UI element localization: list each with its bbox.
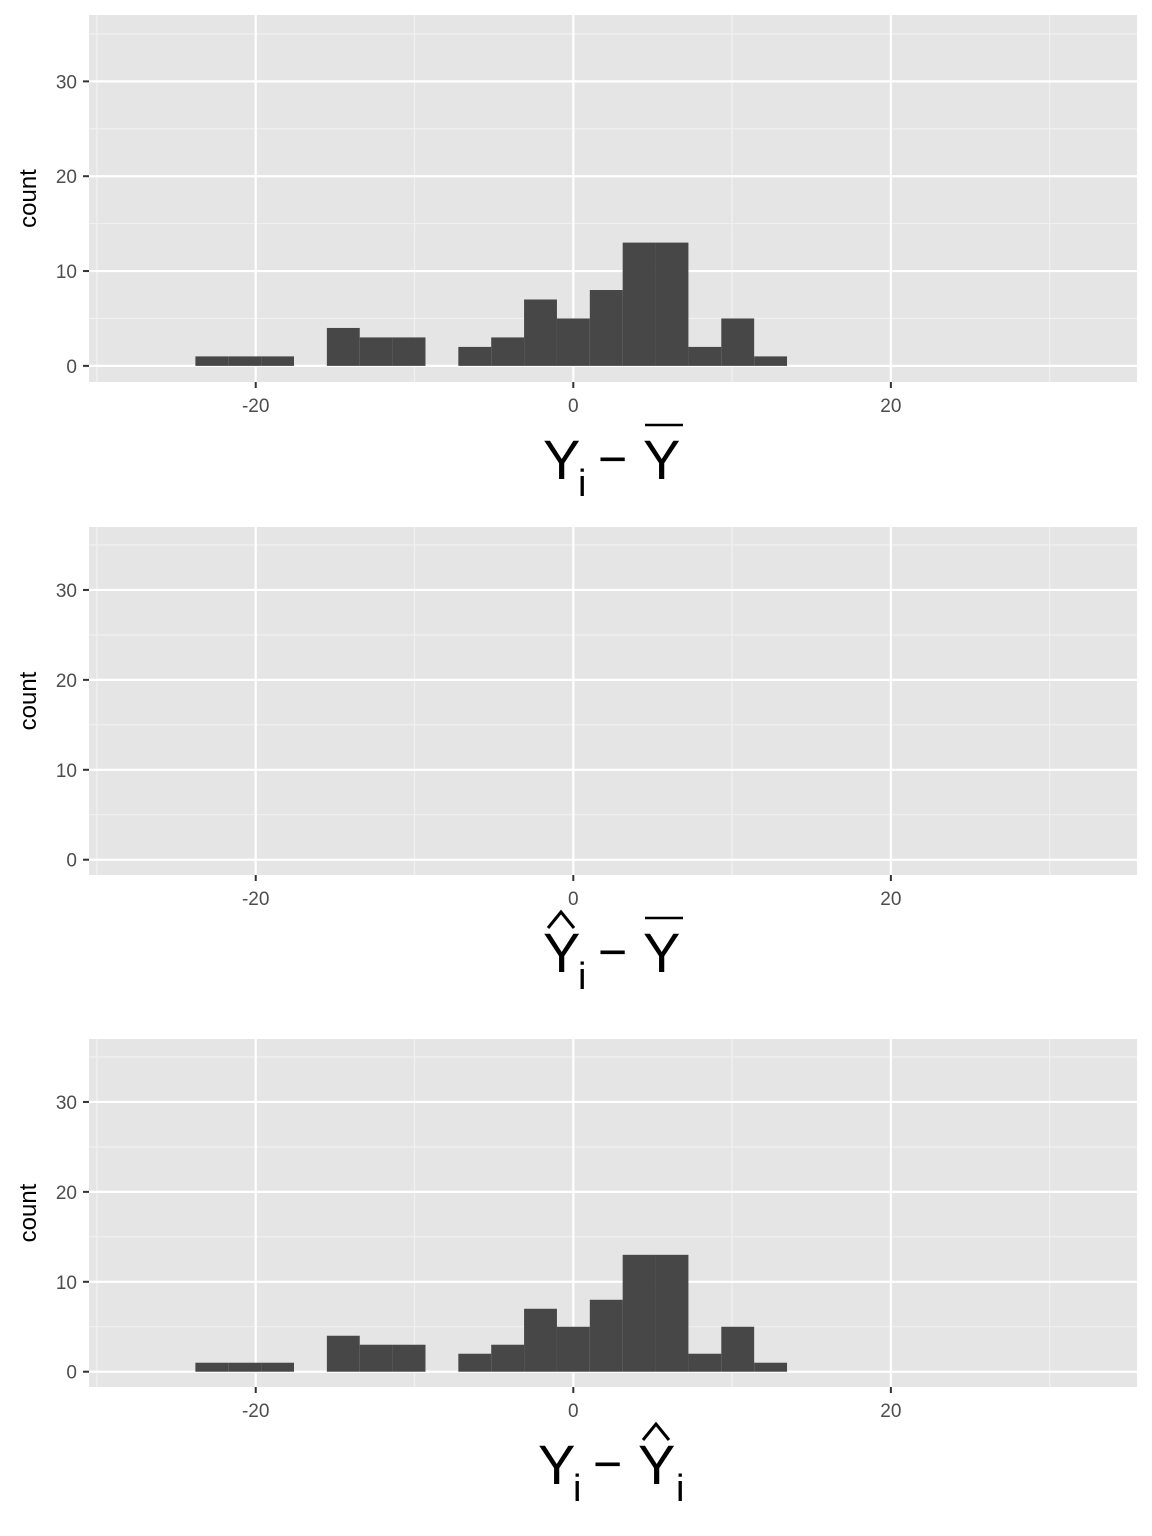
histogram-bar	[195, 356, 229, 366]
x-axis-title: Yi − Y	[543, 909, 683, 998]
histogram-bar	[556, 1326, 590, 1372]
y-tick-label: 20	[56, 671, 77, 692]
histogram-bar	[754, 1362, 788, 1372]
histogram-bar	[688, 346, 722, 366]
histogram-bar	[359, 1344, 393, 1372]
x-title-lhs-subscript: i	[578, 956, 586, 998]
x-tick-label: -20	[242, 889, 269, 910]
y-axis-title: count	[15, 1183, 42, 1242]
x-title-lhs-symbol: Y	[543, 428, 580, 491]
y-tick-label: 20	[56, 167, 77, 188]
histogram-bar	[655, 242, 689, 366]
x-tick-label: 20	[880, 1401, 901, 1422]
x-tick-label: 20	[880, 889, 901, 910]
histogram-bar	[392, 337, 426, 366]
x-title-operator: −	[598, 924, 627, 980]
y-axis-title: count	[15, 671, 42, 730]
histogram-bar	[556, 318, 590, 366]
histogram-bar	[261, 356, 294, 366]
histogram-bar	[688, 1353, 722, 1372]
x-tick-label: 0	[568, 1401, 579, 1422]
histogram-bar	[622, 242, 656, 366]
histogram-bar	[721, 318, 755, 366]
histogram-bar	[458, 346, 492, 366]
y-tick-label: 0	[66, 357, 77, 378]
y-tick-label: 30	[56, 72, 77, 93]
histogram-bar	[655, 1254, 689, 1372]
y-tick-label: 10	[56, 1273, 77, 1294]
histogram-bar	[359, 337, 393, 366]
histogram-panel-2: -20 0 20 0 10 20 30 count Yi − Y	[15, 527, 1137, 998]
x-title-operator: −	[593, 1436, 622, 1492]
histogram-bar	[524, 1308, 557, 1372]
x-title-rhs-symbol: Y	[643, 428, 680, 491]
y-axis-title: count	[15, 169, 42, 228]
x-title-rhs-symbol: Y	[643, 921, 680, 984]
histogram-bar	[228, 1362, 262, 1372]
x-title-lhs-symbol: Y	[538, 1433, 575, 1496]
x-title-lhs-subscript: i	[578, 463, 586, 505]
histogram-bar	[458, 1353, 492, 1372]
histogram-bar	[589, 1299, 623, 1372]
histogram-bar	[195, 1362, 229, 1372]
x-tick-label: -20	[242, 1401, 269, 1422]
histogram-bar	[261, 1362, 294, 1372]
x-axis-title: Yi − Y	[543, 423, 683, 505]
x-title-rhs-symbol: Y	[638, 1433, 675, 1496]
histogram-bar	[392, 1344, 426, 1372]
x-title-lhs-symbol: Y	[543, 921, 580, 984]
x-title-rhs-subscript: i	[676, 1468, 684, 1510]
y-tick-label: 10	[56, 761, 77, 782]
x-title-lhs-subscript: i	[573, 1468, 581, 1510]
histogram-bar	[754, 356, 788, 366]
histogram-bar	[622, 1254, 656, 1372]
y-tick-label: 30	[56, 1093, 77, 1114]
histogram-bar	[589, 290, 623, 366]
x-title-operator: −	[598, 431, 627, 487]
x-tick-label: -20	[242, 396, 269, 417]
panel-background	[89, 527, 1137, 875]
x-tick-label: 0	[568, 889, 579, 910]
histogram-bar	[326, 1335, 360, 1372]
hat-accent	[641, 1421, 671, 1441]
y-tick-label: 30	[56, 581, 77, 602]
histogram-panel-1: -20 0 20 0 10 20 30 count Yi − Y	[15, 15, 1137, 505]
histogram-bar	[326, 327, 360, 366]
y-tick-label: 10	[56, 262, 77, 283]
histogram-bar	[491, 1344, 525, 1372]
histogram-bar	[721, 1326, 755, 1372]
y-tick-label: 0	[66, 851, 77, 872]
x-tick-label: 20	[880, 396, 901, 417]
x-tick-label: 0	[568, 396, 579, 417]
histogram-bar	[228, 356, 262, 366]
histogram-bar	[524, 299, 557, 366]
histogram-bar	[491, 337, 525, 366]
y-tick-label: 0	[66, 1363, 77, 1384]
hat-accent	[546, 909, 576, 929]
y-tick-label: 20	[56, 1183, 77, 1204]
